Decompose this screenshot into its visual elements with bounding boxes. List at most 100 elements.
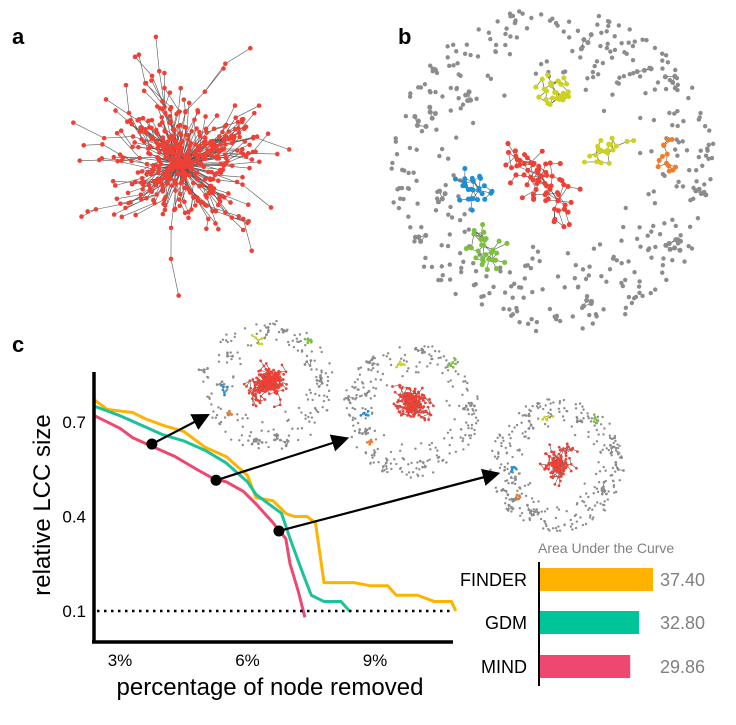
- network-b-gray-fragment: [435, 188, 448, 205]
- snapshot-1-blue-component: [219, 383, 229, 397]
- snapshot-networks: [197, 319, 625, 533]
- network-b-red-component: [503, 141, 583, 230]
- snapshot-2-gray-fragment: [381, 458, 389, 473]
- snapshot-arrow: [151, 413, 210, 446]
- snapshot-3-gray-fragment: [509, 475, 518, 485]
- auc-category-label: GDM: [485, 613, 527, 633]
- network-b-gray-fragment: [427, 104, 438, 121]
- snapshot-3-gray-fragment: [575, 419, 584, 424]
- snapshot-point: [146, 438, 158, 450]
- snapshot-3-gray-fragment: [500, 488, 510, 497]
- snapshot-1-gray-fragment: [278, 438, 290, 448]
- snapshot-network-3: [489, 398, 625, 533]
- snapshot-3-isolated-nodes: [489, 398, 624, 533]
- auc-value-label: 29.86: [660, 657, 705, 677]
- snapshot-3-green-component: [592, 413, 599, 425]
- network-b-gray-fragment: [463, 89, 474, 104]
- snapshot-2-orange-component: [367, 438, 374, 446]
- network-b-gray-fragment: [578, 32, 594, 52]
- snapshot-3-red-component: [538, 442, 579, 488]
- auc-bar-finder: [540, 568, 653, 591]
- snapshot-2-red-component: [391, 383, 435, 422]
- network-b-gray-fragment: [634, 65, 654, 75]
- snapshot-3-gray-fragment: [506, 503, 513, 511]
- network-b-yellow-component: [581, 135, 637, 166]
- y-tick-label: 0.1: [62, 602, 86, 621]
- panel-label-a: a: [12, 24, 25, 49]
- auc-title: Area Under the Curve: [538, 540, 674, 556]
- network-b-gray-fragment: [581, 297, 595, 309]
- snapshot-2-gray-fragment: [363, 389, 371, 397]
- snapshot-3-gray-fragment: [510, 496, 518, 503]
- snapshot-1-gray-fragment: [273, 433, 280, 442]
- snapshot-1-gray-fragment: [215, 380, 226, 386]
- network-b-gray-fragment: [412, 232, 429, 244]
- network-b-gray-fragment: [666, 237, 683, 247]
- series-line-gdm: [93, 404, 351, 613]
- auc-value-label: 32.80: [660, 613, 705, 633]
- snapshot-2-gray-fragment: [347, 395, 355, 405]
- network-b-gray-fragment: [663, 242, 683, 253]
- snapshot-2-gray-fragment: [413, 346, 425, 353]
- network-b-orange-component: [655, 136, 679, 174]
- y-tick-label: 0.4: [62, 508, 86, 527]
- x-axis-title: percentage of node removed: [117, 674, 424, 701]
- network-b-yellow-component: [533, 72, 572, 107]
- network-b-blue-component: [452, 166, 495, 213]
- snapshot-1-red-component: [242, 359, 288, 409]
- snapshot-1-gray-fragment: [254, 437, 264, 446]
- snapshot-3-gray-fragment: [529, 508, 539, 517]
- series-line-mind: [93, 414, 307, 618]
- network-b-gray-fragment: [412, 114, 429, 129]
- auc-bars: FINDER 37.40 GDM 32.80 MIND 29.86: [460, 568, 705, 678]
- snapshot-2-yellow-component: [395, 360, 406, 369]
- snapshot-1-gray-fragment: [226, 351, 234, 358]
- lcc-curves: [93, 398, 458, 618]
- snapshot-arrow: [278, 468, 501, 533]
- snapshot-2-gray-fragment: [365, 358, 374, 364]
- snapshot-3-gray-fragment: [609, 443, 616, 455]
- auc-category-label: MIND: [481, 657, 527, 677]
- axis-ticks: 3% 6% 9% 0.1 0.4 0.7: [62, 413, 387, 670]
- snapshot-1-gray-fragment: [280, 328, 288, 334]
- series-line-finder: [93, 398, 458, 612]
- snapshot-2-blue-component: [359, 409, 370, 417]
- auc-bar-mind: [540, 655, 631, 678]
- y-axis-title: relative LCC size: [29, 414, 56, 595]
- snapshot-2-gray-fragment: [418, 459, 427, 469]
- network-b: [389, 9, 716, 334]
- y-tick-label: 0.7: [62, 413, 86, 432]
- snapshot-network-1: [197, 319, 334, 450]
- snapshot-1-yellow-component: [250, 333, 264, 346]
- snapshot-1-gray-fragment: [315, 375, 323, 383]
- snapshot-1-gray-fragment: [197, 367, 209, 373]
- network-b-green-component: [463, 222, 510, 273]
- x-tick-label: 3%: [108, 651, 133, 670]
- snapshot-1-isolated-nodes: [202, 319, 334, 450]
- panel-label-b: b: [398, 24, 411, 49]
- snapshot-point: [273, 525, 285, 537]
- snapshot-3-gray-fragment: [602, 480, 607, 493]
- auc-bar-gdm: [540, 611, 640, 634]
- snapshot-1-green-component: [303, 337, 313, 345]
- x-tick-label: 6%: [235, 651, 260, 670]
- snapshot-2-gray-fragment: [364, 427, 372, 436]
- snapshot-arrows: [146, 413, 501, 537]
- snapshot-1-gray-fragment: [303, 359, 313, 368]
- snapshot-1-gray-fragment: [263, 326, 270, 340]
- network-b-gray-fragment: [693, 186, 709, 198]
- snapshot-3-yellow-component: [541, 415, 555, 422]
- snapshot-2-green-component: [446, 358, 457, 369]
- snapshot-3-gray-fragment: [527, 419, 535, 430]
- snapshot-arrow: [215, 434, 350, 482]
- network-b-isolated-nodes: [389, 9, 716, 334]
- snapshot-3-gray-fragment: [614, 461, 625, 472]
- auc-category-label: FINDER: [460, 570, 527, 590]
- snapshot-2-gray-fragment: [461, 404, 470, 412]
- x-tick-label: 9%: [363, 651, 388, 670]
- snapshot-3-blue-component: [509, 465, 518, 473]
- network-b-gray-fragment: [662, 73, 678, 91]
- snapshot-network-2: [343, 345, 480, 479]
- snapshot-1-orange-component: [226, 409, 234, 417]
